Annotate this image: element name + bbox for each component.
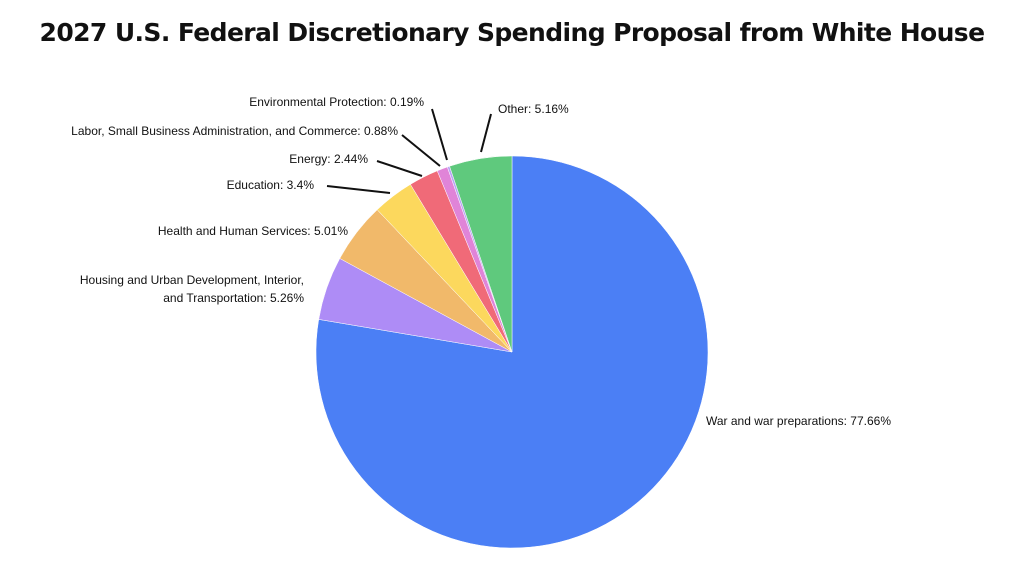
pie-slices xyxy=(315,155,709,549)
slice-label: Education: 3.4% xyxy=(227,178,315,192)
pie-slice xyxy=(315,155,709,549)
pie-slice xyxy=(449,155,513,353)
leader-line xyxy=(376,160,423,177)
chart-title: 2027 U.S. Federal Discretionary Spending… xyxy=(39,18,985,47)
slice-label: Environmental Protection: 0.19% xyxy=(249,95,424,109)
leader-line xyxy=(480,113,492,153)
slice-label: Health and Human Services: 5.01% xyxy=(158,224,348,238)
leader-lines xyxy=(326,108,492,194)
slice-labels: War and war preparations: 77.66% Housing … xyxy=(71,95,891,428)
slice-label: War and war preparations: 77.66% xyxy=(706,414,891,428)
slice-label: Energy: 2.44% xyxy=(289,152,368,166)
leader-line xyxy=(326,185,391,194)
leader-line xyxy=(431,108,448,161)
slice-label: Housing and Urban Development, Interior,… xyxy=(80,273,304,305)
leader-line xyxy=(401,134,441,167)
slice-label: Other: 5.16% xyxy=(498,102,569,116)
slice-label: Labor, Small Business Administration, an… xyxy=(71,124,398,138)
